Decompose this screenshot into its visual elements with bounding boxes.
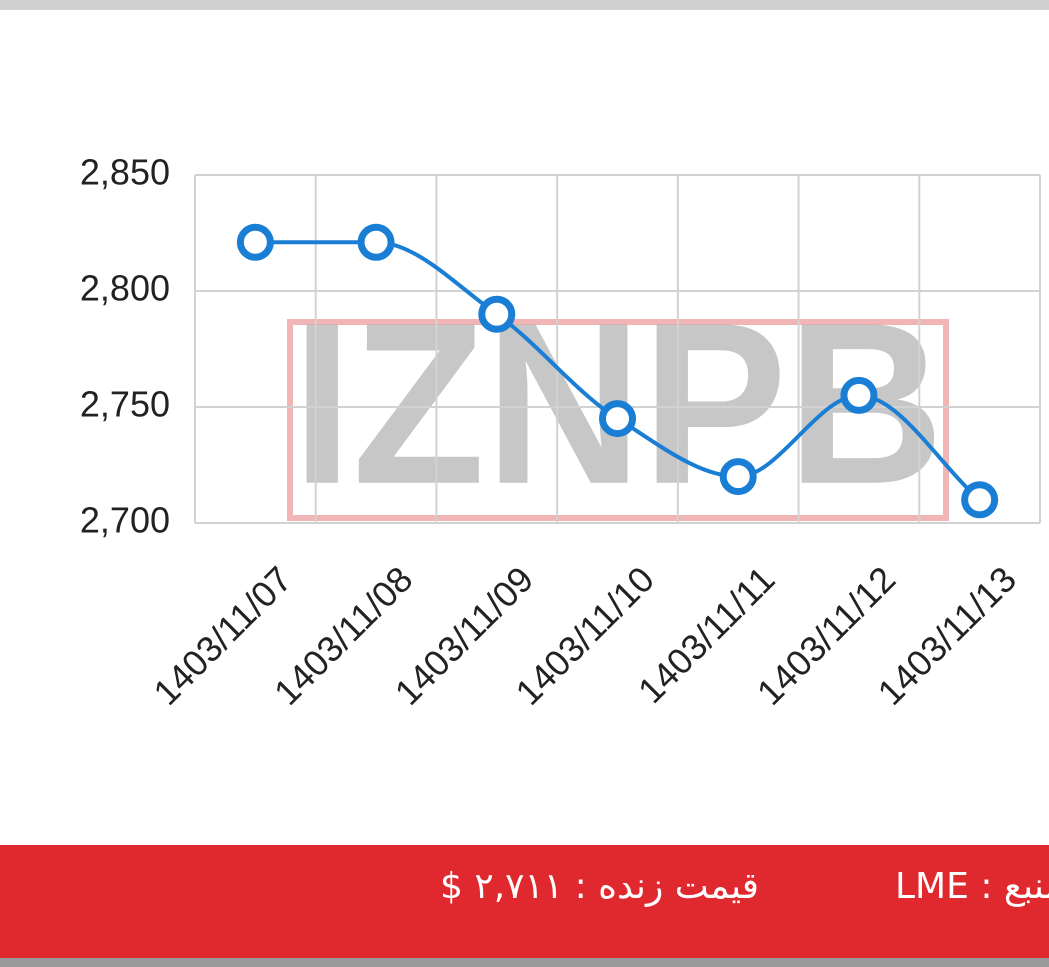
bottom-bar xyxy=(0,958,1049,967)
y-tick-label: 2,850 xyxy=(80,152,170,193)
watermark-frame xyxy=(287,319,949,521)
source: منبع : LME xyxy=(895,866,1049,907)
chart: IZNPB2,7002,7502,8002,8501403/11/071403/… xyxy=(80,152,1041,713)
data-point xyxy=(599,400,636,438)
y-tick-label: 2,750 xyxy=(80,384,170,425)
y-tick-label: 2,800 xyxy=(80,268,170,309)
data-point xyxy=(840,376,878,414)
data-point xyxy=(961,481,999,519)
data-point xyxy=(719,458,757,496)
data-point xyxy=(478,295,516,333)
top-bar xyxy=(0,0,1049,10)
data-point xyxy=(236,223,274,261)
footer-bar xyxy=(0,845,1049,958)
y-tick-label: 2,700 xyxy=(80,500,170,541)
live-price: قیمت زنده : ۲,۷۱۱ $ xyxy=(440,866,759,907)
data-point xyxy=(357,223,395,261)
